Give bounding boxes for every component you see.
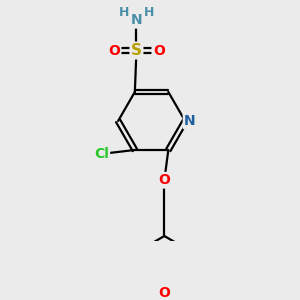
Text: H: H bbox=[144, 6, 154, 19]
Text: S: S bbox=[131, 43, 142, 58]
Text: N: N bbox=[184, 114, 196, 128]
Text: N: N bbox=[130, 13, 142, 27]
Text: Cl: Cl bbox=[94, 147, 109, 161]
Text: O: O bbox=[108, 44, 120, 58]
Text: H: H bbox=[118, 6, 129, 19]
Text: O: O bbox=[153, 44, 165, 58]
Text: O: O bbox=[158, 286, 170, 300]
Text: O: O bbox=[158, 173, 170, 187]
